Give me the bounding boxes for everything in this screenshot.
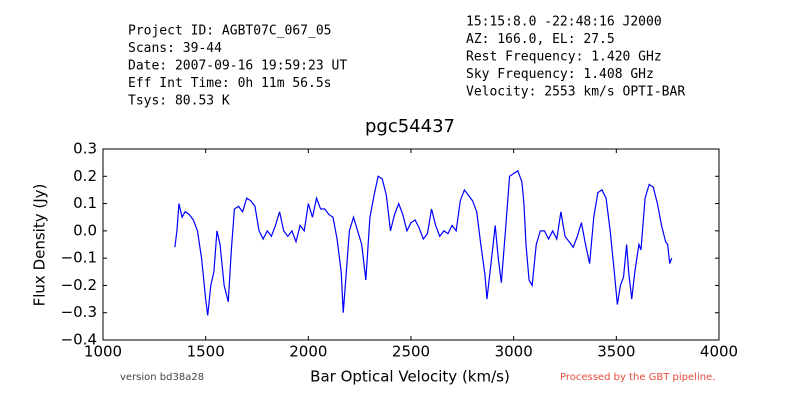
y-tick-label: −0.1 [61, 249, 97, 267]
header-line: Project ID: AGBT07C_067_05 [128, 24, 332, 39]
footer-pipeline: Processed by the GBT pipeline. [560, 372, 715, 383]
y-tick-label: 0.2 [73, 167, 97, 185]
header-line: Date: 2007-09-16 19:59:23 UT [128, 59, 347, 74]
spectrum-line [174, 169, 673, 316]
x-tick-label: 3500 [597, 343, 635, 361]
y-tick-label: 0.3 [73, 140, 97, 158]
chart-title: pgc54437 [365, 116, 455, 137]
header-line: Scans: 39-44 [128, 41, 222, 56]
x-tick-label: 2500 [392, 343, 430, 361]
header-line: Sky Frequency: 1.408 GHz [466, 67, 654, 82]
header-line: Eff Int Time: 0h 11m 56.5s [128, 76, 332, 91]
header-line: AZ: 166.0, EL: 27.5 [466, 32, 615, 47]
x-tick-label: 2000 [289, 343, 327, 361]
y-tick-label: −0.4 [61, 331, 97, 349]
y-tick-label: −0.3 [61, 303, 97, 321]
footer-version: version bd38a28 [120, 372, 204, 383]
header-line: Rest Frequency: 1.420 GHz [466, 50, 662, 65]
header-line: 15:15:8.0 -22:48:16 J2000 [466, 15, 662, 30]
header-line: Tsys: 80.53 K [128, 94, 230, 109]
y-tick-label: 0.1 [73, 194, 97, 212]
y-tick-label: −0.2 [61, 276, 97, 294]
y-tick-label: 0.0 [73, 221, 97, 239]
x-tick-label: 4000 [700, 343, 738, 361]
x-tick-label: 3000 [495, 343, 533, 361]
x-axis-label: Bar Optical Velocity (km/s) [310, 368, 510, 386]
header-line: Velocity: 2553 km/s OPTI-BAR [466, 85, 685, 100]
x-tick-label: 1000 [84, 343, 122, 361]
y-axis-label: Flux Density (Jy) [31, 184, 49, 307]
x-tick-label: 1500 [187, 343, 225, 361]
